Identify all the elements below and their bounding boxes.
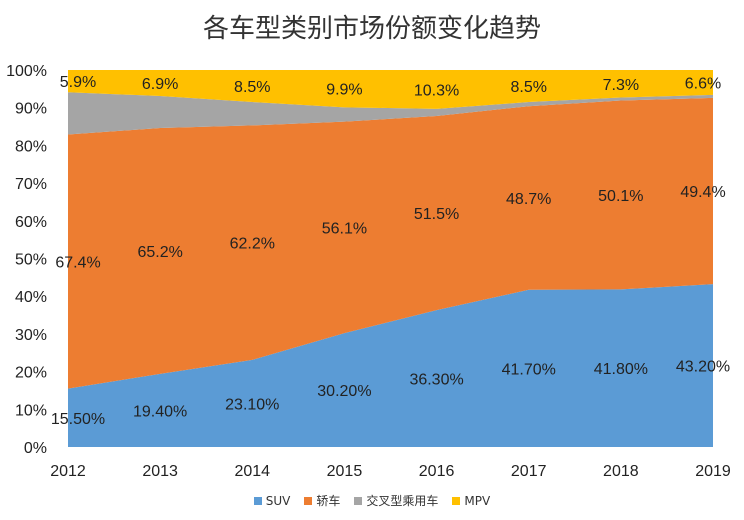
y-tick-label: 100% bbox=[6, 63, 47, 80]
data-label: 5.9% bbox=[60, 74, 96, 91]
x-tick-label: 2016 bbox=[419, 463, 455, 480]
x-tick-label: 2017 bbox=[511, 463, 547, 480]
data-label: 36.30% bbox=[409, 372, 463, 389]
legend-label: MPV bbox=[464, 493, 491, 508]
area-series-2 bbox=[68, 92, 713, 135]
y-tick-label: 40% bbox=[15, 289, 47, 306]
data-label: 19.40% bbox=[133, 403, 187, 420]
y-tick-label: 20% bbox=[15, 365, 47, 382]
data-label: 43.20% bbox=[676, 359, 730, 376]
legend-swatch bbox=[354, 496, 363, 505]
data-label: 23.10% bbox=[225, 396, 279, 413]
y-tick-label: 0% bbox=[24, 440, 47, 457]
x-tick-label: 2013 bbox=[142, 463, 178, 480]
data-label: 10.3% bbox=[414, 82, 459, 99]
data-label: 50.1% bbox=[598, 188, 643, 205]
area-series-1 bbox=[68, 97, 713, 389]
legend-item: MPV bbox=[452, 492, 490, 509]
legend-item: 交叉型乘用车 bbox=[354, 492, 438, 509]
y-tick-label: 70% bbox=[15, 176, 47, 193]
legend-swatch bbox=[253, 496, 262, 505]
chart-legend: SUV 轿车 交叉型乘用车 MPV bbox=[0, 492, 744, 509]
y-tick-label: 30% bbox=[15, 327, 47, 344]
area-series-0 bbox=[68, 284, 713, 447]
legend-label: 轿车 bbox=[316, 494, 341, 508]
x-tick-label: 2014 bbox=[234, 463, 270, 480]
legend-item: 轿车 bbox=[304, 492, 340, 509]
legend-swatch bbox=[304, 496, 313, 505]
data-label: 48.7% bbox=[506, 191, 551, 208]
data-label: 8.5% bbox=[510, 79, 546, 96]
data-label: 6.9% bbox=[142, 76, 178, 93]
data-label: 41.80% bbox=[594, 361, 648, 378]
legend-item: SUV bbox=[253, 492, 291, 509]
data-label: 51.5% bbox=[414, 206, 459, 223]
data-label: 30.20% bbox=[317, 383, 371, 400]
data-label: 65.2% bbox=[137, 244, 182, 261]
data-label: 41.70% bbox=[502, 361, 556, 378]
data-label: 56.1% bbox=[322, 220, 367, 237]
x-tick-label: 2019 bbox=[695, 463, 731, 480]
x-tick-label: 2012 bbox=[50, 463, 86, 480]
data-label: 7.3% bbox=[603, 77, 639, 94]
data-label: 8.5% bbox=[234, 79, 270, 96]
y-tick-label: 60% bbox=[15, 214, 47, 231]
x-tick-label: 2018 bbox=[603, 463, 639, 480]
y-tick-label: 90% bbox=[15, 101, 47, 118]
data-label: 15.50% bbox=[51, 411, 105, 428]
data-label: 6.6% bbox=[685, 75, 721, 92]
data-label: 9.9% bbox=[326, 82, 362, 99]
chart-title: 各车型类别市场份额变化趋势 bbox=[202, 14, 541, 44]
y-tick-label: 50% bbox=[15, 252, 47, 269]
area-series-3 bbox=[68, 70, 713, 109]
y-tick-label: 80% bbox=[15, 138, 47, 155]
y-tick-label: 10% bbox=[15, 402, 47, 419]
data-label: 67.4% bbox=[55, 255, 100, 272]
x-tick-label: 2015 bbox=[327, 463, 363, 480]
data-label: 62.2% bbox=[230, 236, 275, 253]
legend-label: 交叉型乘用车 bbox=[366, 494, 439, 508]
legend-label: SUV bbox=[265, 493, 291, 508]
data-label: 49.4% bbox=[680, 184, 725, 201]
legend-swatch bbox=[452, 496, 461, 505]
